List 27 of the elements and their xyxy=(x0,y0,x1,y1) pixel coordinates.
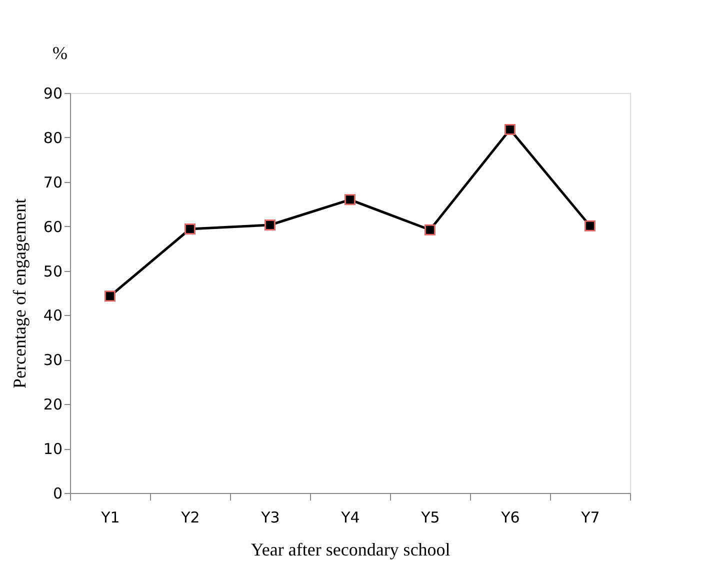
point xyxy=(344,194,356,206)
point xyxy=(184,224,196,234)
y-tick-label: 90 xyxy=(43,84,62,102)
x-tick-label: Y7 xyxy=(580,508,600,526)
y-tick-label: 10 xyxy=(43,440,62,458)
x-tick-label: Y6 xyxy=(500,508,520,526)
point xyxy=(424,224,436,236)
point xyxy=(104,290,116,302)
x-axis-title: Year after secondary school xyxy=(250,540,450,560)
x-tick-label: Y2 xyxy=(180,508,200,526)
text: % xyxy=(52,43,68,63)
y-tick-label: 60 xyxy=(43,218,62,236)
point xyxy=(584,220,596,232)
x-tick-label: Y5 xyxy=(420,508,440,526)
x-tick-label: Y3 xyxy=(260,508,280,526)
x-tick-label: Y4 xyxy=(340,508,360,526)
y-tick-label: 70 xyxy=(43,173,62,192)
point xyxy=(264,220,276,230)
y-tick-label: 80 xyxy=(43,128,62,147)
y-tick-label: 50 xyxy=(43,262,62,280)
point xyxy=(504,124,516,135)
x-tick-label: Y1 xyxy=(100,508,120,526)
y-tick-label: 40 xyxy=(43,306,62,325)
y-axis-title: Percentage of engagement xyxy=(9,198,30,388)
y-tick-label: 0 xyxy=(52,484,62,502)
y-tick-label: 20 xyxy=(43,396,62,414)
y-tick-label: 30 xyxy=(43,351,62,370)
